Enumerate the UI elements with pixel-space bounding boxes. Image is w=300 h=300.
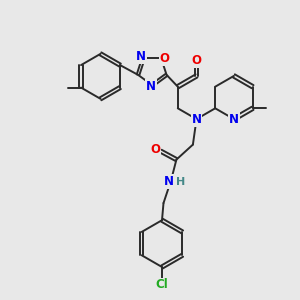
Text: N: N [136, 50, 146, 63]
Text: N: N [229, 112, 239, 126]
Text: N: N [191, 112, 202, 126]
Text: O: O [150, 143, 161, 156]
Text: N: N [164, 175, 174, 188]
Text: O: O [191, 54, 202, 67]
Text: O: O [160, 52, 170, 64]
Text: N: N [146, 80, 156, 93]
Text: H: H [176, 177, 185, 187]
Text: Cl: Cl [156, 278, 168, 292]
